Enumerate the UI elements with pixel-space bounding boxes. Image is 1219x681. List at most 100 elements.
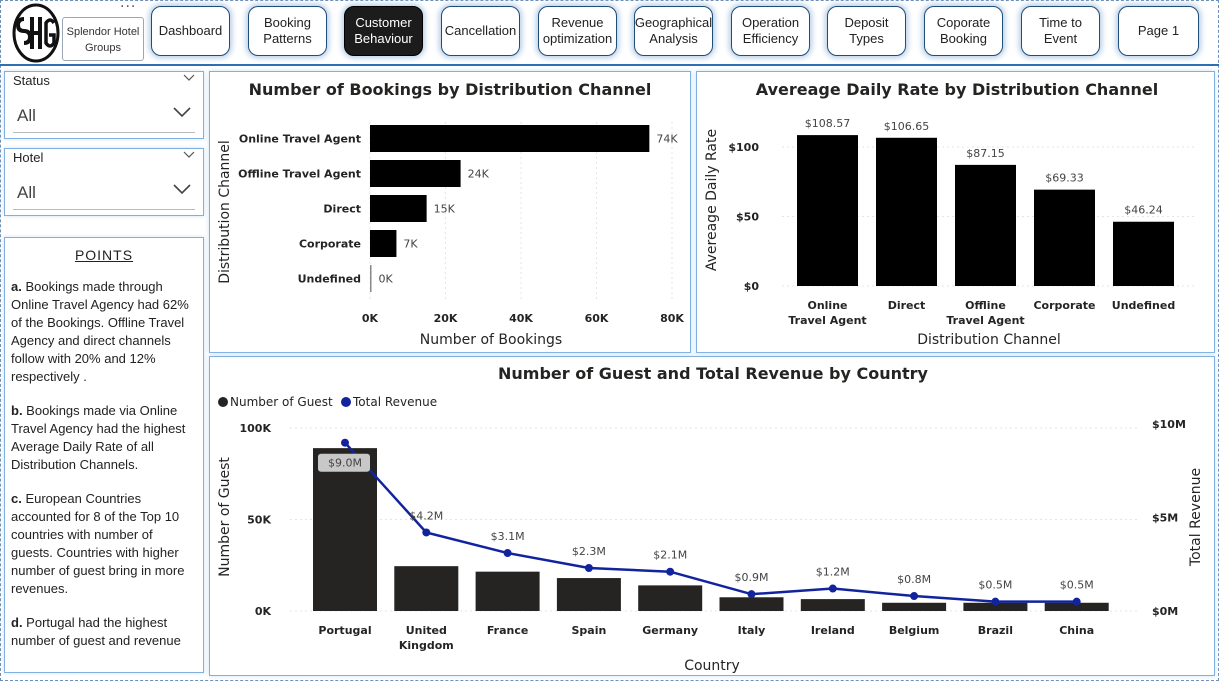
points-textbox: POINTS a. Bookings made through Online T… [4, 237, 204, 673]
bar [370, 265, 372, 292]
dropdown-chevron-icon[interactable] [173, 183, 191, 195]
data-label: 7K [403, 238, 418, 251]
line-point [910, 592, 919, 601]
bar [475, 571, 540, 611]
line-point [503, 549, 512, 558]
x-axis-title: Distribution Channel [917, 332, 1061, 348]
hotel-slicer[interactable]: Hotel All [4, 148, 204, 216]
y-axis-title: Number of Guest [217, 457, 233, 577]
point-lead: d. [11, 615, 23, 630]
chart-title: Number of Guest and Total Revenue by Cou… [498, 364, 929, 383]
dropdown-chevron-icon[interactable] [173, 106, 191, 118]
data-label: $0.9M [735, 571, 769, 584]
y-tick-label: $0 [744, 280, 760, 293]
point-lead: c. [11, 491, 22, 506]
hotel-slicer-value[interactable]: All [17, 183, 36, 202]
y-tick-label: 100K [240, 422, 272, 435]
bar [955, 164, 1016, 286]
x-axis-title: Number of Bookings [420, 332, 562, 348]
data-label: $0.5M [1060, 579, 1094, 592]
point-item: a. Bookings made through Online Travel A… [11, 278, 197, 386]
bar [370, 195, 427, 222]
bar [876, 137, 937, 286]
bar [556, 578, 621, 611]
more-options-icon[interactable]: ··· [120, 0, 137, 15]
x-category-label: Portugal [318, 624, 371, 637]
status-slicer[interactable]: Status All [4, 71, 204, 139]
y-axis-title: Avereage Daily Rate [704, 129, 720, 271]
point-item: d. Portugal had the highest number of gu… [11, 614, 197, 650]
bookings-by-channel-chart[interactable]: Number of Bookings by Distribution Chann… [209, 71, 691, 353]
data-label: $87.15 [966, 147, 1005, 160]
nav-button-9[interactable]: Time to Event [1021, 6, 1100, 56]
bar [370, 230, 397, 257]
bar [800, 599, 865, 611]
y-category-label: Online Travel Agent [239, 133, 361, 146]
data-label: $46.24 [1124, 204, 1163, 217]
nav-button-7[interactable]: Deposit Types [827, 6, 906, 56]
nav-button-10[interactable]: Page 1 [1118, 6, 1199, 56]
header-divider [0, 64, 1219, 66]
legend-label: Number of Guest [230, 395, 333, 409]
bar [963, 602, 1028, 611]
point-text: Bookings made via Online Travel Agency h… [11, 403, 186, 472]
nav-button-4[interactable]: Revenue optimization [538, 6, 617, 56]
bar [313, 448, 377, 611]
data-label: $0.8M [897, 573, 931, 586]
hotel-slicer-label: Hotel [13, 150, 44, 165]
line-point [1072, 597, 1081, 606]
slicer-underline [13, 209, 195, 210]
data-label: $108.57 [805, 117, 851, 130]
guest-revenue-by-country-svg: Number of Guest and Total Revenue by Cou… [217, 364, 1204, 674]
data-label: $4.2M [409, 509, 443, 522]
line-point [422, 528, 431, 537]
x-category-label: France [487, 624, 528, 637]
y-category-label: Corporate [299, 238, 361, 251]
data-label: 74K [656, 133, 678, 146]
chevron-down-icon[interactable] [183, 74, 195, 82]
chevron-down-icon[interactable] [183, 151, 195, 159]
nav-button-3[interactable]: Cancellation [441, 6, 520, 56]
status-slicer-value[interactable]: All [17, 106, 36, 125]
nav-button-8[interactable]: Coporate Booking [924, 6, 1003, 56]
points-title: POINTS [74, 247, 134, 263]
x-category-label: Italy [738, 624, 766, 637]
y-category-label: Undefined [298, 273, 361, 286]
data-label: 0K [379, 273, 394, 286]
x-category-label: Undefined [1112, 299, 1175, 312]
x-category-label: China [1059, 624, 1094, 637]
brand-name: Splendor Hotel Groups [66, 26, 140, 54]
x-category-label: Ireland [811, 624, 855, 637]
y2-axis-title: Total Revenue [1188, 468, 1204, 567]
point-text: Bookings made through Online Travel Agen… [11, 279, 189, 384]
revenue-line [344, 441, 1077, 603]
chart-title: Number of Bookings by Distribution Chann… [249, 80, 652, 99]
x-category-label: United Kingdom [399, 624, 454, 652]
bar [719, 597, 784, 611]
y-axis-title: Distribution Channel [217, 140, 233, 284]
bookings-by-channel-svg: Number of Bookings by Distribution Chann… [217, 80, 684, 348]
bar [1113, 221, 1174, 286]
legend-marker [218, 397, 228, 407]
line-point [828, 584, 837, 593]
nav-button-2[interactable]: Customer Behaviour [344, 6, 423, 56]
y-category-label: Offline Travel Agent [238, 168, 361, 181]
bar [394, 566, 459, 611]
adr-by-channel-chart[interactable]: Avereage Daily Rate by Distribution Chan… [696, 71, 1215, 353]
nav-button-6[interactable]: Operation Efficiency [731, 6, 810, 56]
x-tick-label: 20K [434, 312, 458, 325]
nav-button-1[interactable]: Booking Patterns [248, 6, 327, 56]
bar [1044, 602, 1109, 611]
legend-label: Total Revenue [352, 395, 437, 409]
adr-by-channel-svg: Avereage Daily Rate by Distribution Chan… [704, 80, 1197, 348]
x-category-label: Spain [571, 624, 606, 637]
y-tick-label: $50 [736, 211, 759, 224]
guest-revenue-by-country-chart[interactable]: Number of Guest and Total Revenue by Cou… [209, 356, 1215, 676]
x-category-label: Belgium [889, 624, 940, 637]
bar [1034, 189, 1095, 286]
x-category-label: Corporate [1033, 299, 1095, 312]
nav-button-5[interactable]: Geographical Analysis [634, 6, 713, 56]
brand-name-box: Splendor Hotel Groups [62, 17, 144, 61]
nav-button-0[interactable]: Dashboard [151, 6, 230, 56]
point-item: c. European Countries accounted for 8 of… [11, 490, 197, 598]
